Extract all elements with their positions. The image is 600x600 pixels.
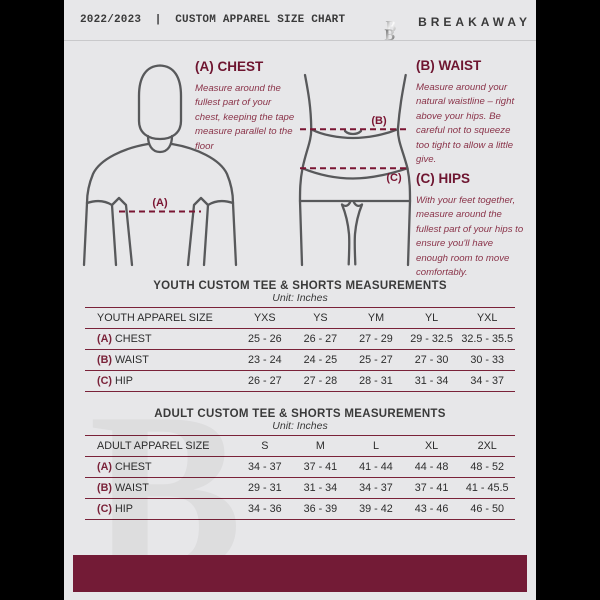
svg-text:(A): (A): [152, 197, 168, 209]
svg-text:(C): (C): [386, 172, 402, 184]
svg-text:(B): (B): [371, 115, 387, 127]
svg-text:B: B: [385, 27, 396, 42]
